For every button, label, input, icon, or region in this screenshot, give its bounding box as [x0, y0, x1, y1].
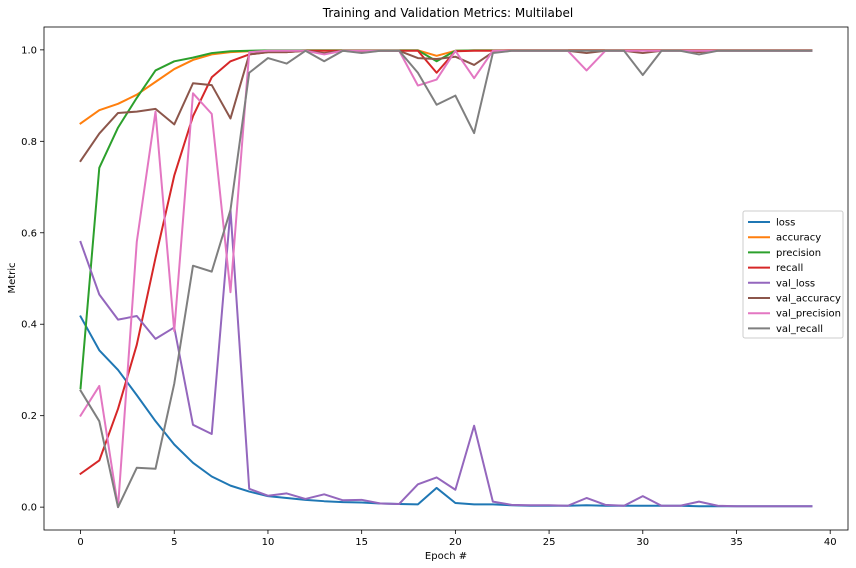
y-tick-label: 0.4: [21, 320, 37, 331]
y-tick-label: 1.0: [21, 45, 37, 56]
x-tick-label: 40: [824, 537, 837, 548]
chart-title: Training and Validation Metrics: Multila…: [322, 6, 573, 20]
x-tick-label: 15: [355, 537, 368, 548]
series-line-val-precision: [79, 49, 813, 509]
legend-label-val-loss: val_loss: [776, 278, 815, 289]
x-tick-label: 0: [77, 537, 83, 548]
legend-label-recall: recall: [776, 263, 803, 274]
x-axis-label: Epoch #: [425, 551, 467, 562]
legend-label-precision: precision: [776, 248, 821, 259]
x-tick-label: 30: [636, 537, 649, 548]
plot-area: [43, 26, 849, 531]
y-axis-label: Metric: [7, 262, 18, 293]
y-axis: 0.0 0.2 0.4 0.6 0.8 1.0: [21, 45, 44, 514]
x-axis: 0 5 10 15 20 25 30 35 40: [77, 530, 837, 548]
x-tick-label: 20: [449, 537, 462, 548]
series-line-val-loss: [79, 208, 813, 508]
legend-label-val-recall: val_recall: [776, 324, 823, 335]
x-tick-label: 5: [171, 537, 177, 548]
plot-frame: [43, 26, 849, 531]
y-tick-label: 0.6: [21, 228, 37, 239]
legend-label-val-precision: val_precision: [776, 309, 841, 320]
legend: loss accuracy precision recall val_loss val_a…: [742, 210, 844, 339]
legend-label-loss: loss: [776, 218, 795, 229]
y-tick-label: 0.8: [21, 137, 37, 148]
legend-box: [742, 210, 844, 339]
x-tick-label: 35: [730, 537, 743, 548]
y-tick-label: 0.0: [21, 503, 37, 514]
x-tick-label: 25: [543, 537, 556, 548]
y-tick-label: 0.2: [21, 411, 37, 422]
x-tick-label: 10: [262, 537, 275, 548]
series-line-loss: [79, 315, 813, 508]
series-line-val-recall: [79, 49, 813, 509]
legend-label-val-accuracy: val_accuracy: [776, 294, 841, 305]
legend-label-accuracy: accuracy: [776, 233, 821, 244]
series-lines: [79, 49, 813, 509]
